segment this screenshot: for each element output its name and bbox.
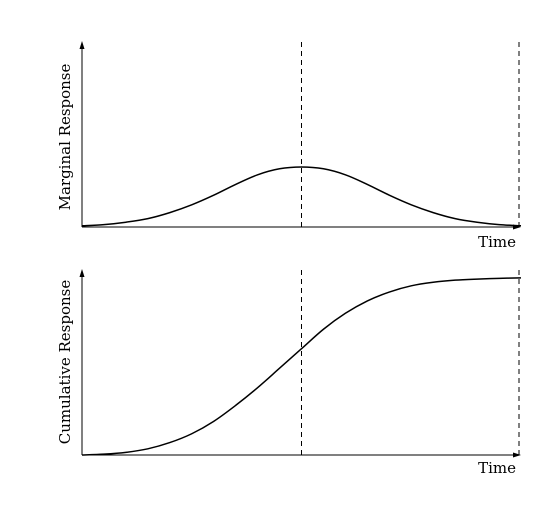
y-axis-label: Marginal Response xyxy=(56,63,74,210)
marginal-response-curve xyxy=(81,166,522,227)
x-axis-arrow xyxy=(513,452,521,458)
cumulative-response-curve xyxy=(81,277,522,456)
y-axis-arrow xyxy=(79,41,85,49)
cumulative-response-panel: Time Cumulative Response xyxy=(56,269,522,477)
x-axis-label: Time xyxy=(478,459,516,477)
guide-lines xyxy=(301,41,520,227)
y-axis-label: Cumulative Response xyxy=(56,280,74,445)
x-axis-label: Time xyxy=(478,233,516,251)
y-axis-arrow xyxy=(79,269,85,277)
guide-lines xyxy=(301,269,520,455)
marginal-response-panel: Time Marginal Response xyxy=(56,41,522,251)
